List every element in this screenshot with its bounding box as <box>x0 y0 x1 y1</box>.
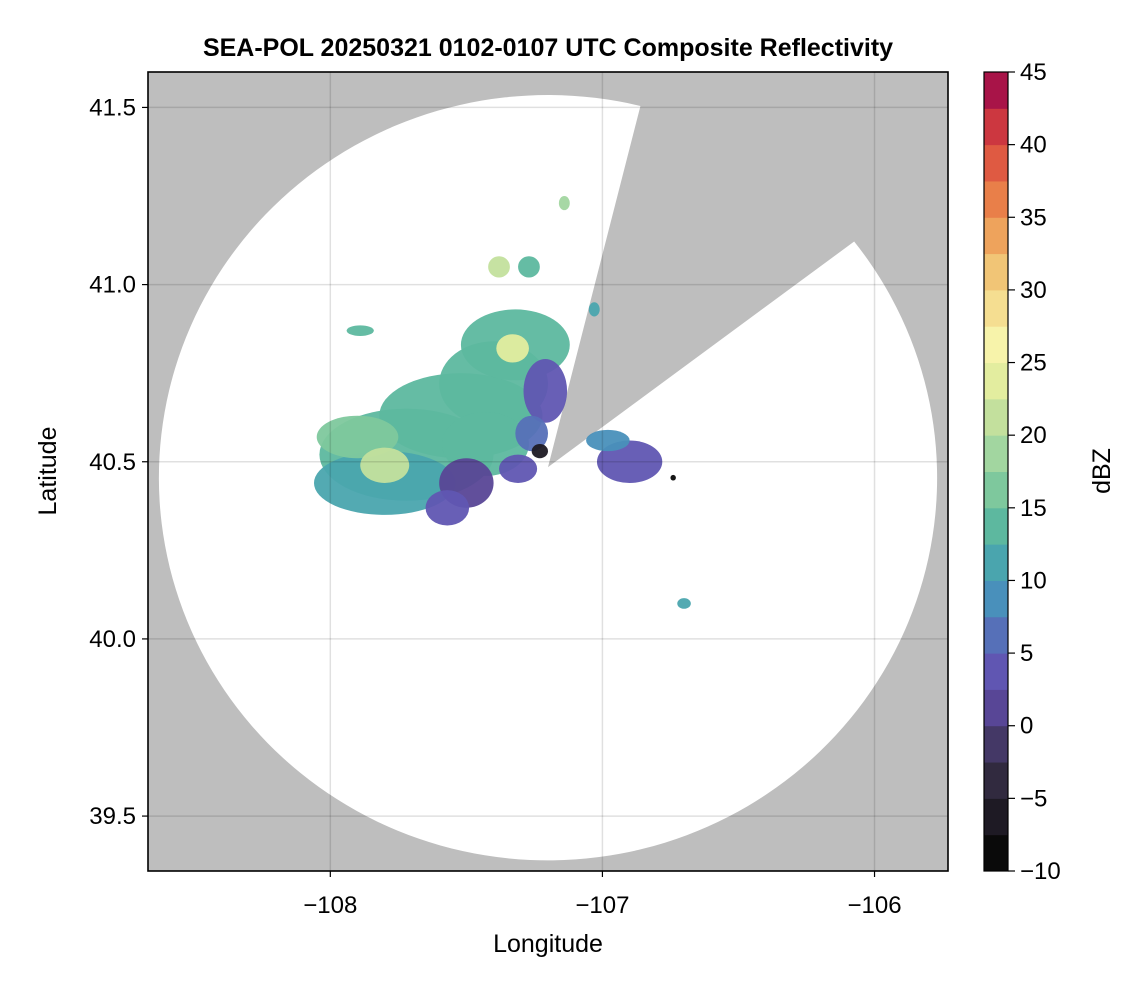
colorbar-tick-label-1: −5 <box>1020 785 1047 812</box>
x-tick-label-2: −106 <box>847 892 901 919</box>
colorbar-swatch-7 <box>984 580 1008 618</box>
x-tick-label-1: −107 <box>575 892 629 919</box>
colorbar-swatches <box>984 72 1008 872</box>
y-tick-label-1: 40.0 <box>89 626 136 653</box>
colorbar-tick-label-8: 30 <box>1020 277 1047 304</box>
colorbar-swatch-21 <box>984 72 1008 109</box>
echo-cell-22 <box>677 598 691 609</box>
colorbar-title: dBZ <box>1088 448 1116 494</box>
colorbar-tick-label-0: −10 <box>1020 858 1061 885</box>
echo-cell-20 <box>346 325 374 336</box>
echo-cell-18 <box>518 256 540 278</box>
colorbar-swatch-5 <box>984 653 1008 690</box>
y-tick-label-4: 41.5 <box>89 94 136 121</box>
echo-cell-16 <box>586 429 630 452</box>
echo-cell-23 <box>670 474 676 481</box>
echo-cell-17 <box>488 256 510 278</box>
colorbar-tick-label-4: 10 <box>1020 567 1047 594</box>
y-axis-title: Latitude <box>34 427 62 516</box>
echo-cell-14 <box>499 454 538 484</box>
colorbar-swatch-6 <box>984 616 1008 654</box>
plot-frame <box>147 71 949 872</box>
colorbar-swatch-16 <box>984 253 1008 291</box>
echo-cell-15 <box>596 440 663 484</box>
colorbar-swatch-1 <box>984 798 1008 836</box>
echo-cell-6 <box>316 415 399 459</box>
colorbar-swatch-3 <box>984 725 1008 763</box>
echo-cell-13 <box>531 444 548 459</box>
echo-cell-7 <box>360 447 410 484</box>
x-axis-ticks: −108 −107 −106 <box>303 871 902 919</box>
colorbar-ticks: −10 −5 0 5 10 15 20 25 30 35 40 45 <box>1008 59 1061 885</box>
colorbar-tick-label-9: 35 <box>1020 204 1047 231</box>
colorbar-swatch-12 <box>984 398 1008 436</box>
colorbar: −10 −5 0 5 10 15 20 25 30 35 40 45 dBZ <box>983 59 1116 885</box>
grid-lines <box>148 72 948 871</box>
colorbar-tick-label-7: 25 <box>1020 350 1047 377</box>
y-axis-ticks: 39.5 40.0 40.5 41.0 41.5 <box>89 94 148 830</box>
colorbar-tick-label-5: 15 <box>1020 495 1047 522</box>
colorbar-swatch-15 <box>984 289 1008 327</box>
colorbar-tick-label-2: 0 <box>1020 713 1033 740</box>
colorbar-swatch-13 <box>984 362 1008 400</box>
colorbar-swatch-9 <box>984 507 1008 545</box>
colorbar-tick-label-11: 45 <box>1020 59 1047 86</box>
y-tick-label-2: 40.5 <box>89 449 136 476</box>
colorbar-swatch-11 <box>984 435 1008 472</box>
y-tick-label-0: 39.5 <box>89 803 136 830</box>
plot-area <box>148 72 948 871</box>
colorbar-swatch-0 <box>984 834 1008 872</box>
colorbar-swatch-19 <box>984 144 1008 182</box>
colorbar-swatch-10 <box>984 471 1008 509</box>
colorbar-swatch-14 <box>984 326 1008 364</box>
colorbar-frame <box>983 71 1009 872</box>
colorbar-tick-label-6: 20 <box>1020 422 1047 449</box>
echo-layer <box>313 196 691 609</box>
colorbar-swatch-8 <box>984 544 1008 581</box>
colorbar-swatch-4 <box>984 689 1008 727</box>
echo-cell-8 <box>496 334 529 363</box>
colorbar-swatch-2 <box>984 762 1008 799</box>
x-axis-title: Longitude <box>493 930 603 958</box>
echo-cell-11 <box>523 359 568 423</box>
chart-title: SEA-POL 20250321 0102-0107 UTC Composite… <box>203 34 893 62</box>
y-tick-label-3: 41.0 <box>89 272 136 299</box>
colorbar-tick-label-3: 5 <box>1020 640 1033 667</box>
x-tick-label-0: −108 <box>303 892 357 919</box>
colorbar-swatch-17 <box>984 217 1008 255</box>
echo-cell-12 <box>515 415 548 452</box>
colorbar-swatch-18 <box>984 180 1008 218</box>
radar-coverage-area <box>158 95 938 861</box>
echo-cell-21 <box>588 302 600 317</box>
echo-cell-10 <box>425 490 470 526</box>
colorbar-swatch-20 <box>984 108 1008 146</box>
echo-cell-19 <box>558 196 570 211</box>
colorbar-tick-label-10: 40 <box>1020 132 1047 159</box>
